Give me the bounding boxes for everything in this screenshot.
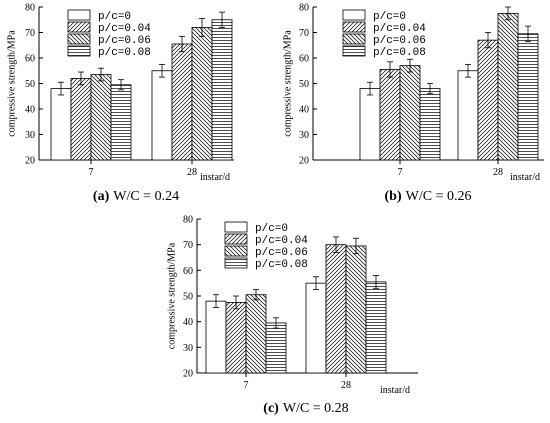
legend-label: p/c=0 — [98, 11, 131, 23]
caption-text: W/C = 0.24 — [113, 189, 179, 204]
legend-swatch-3 — [67, 33, 91, 45]
x-tick-label: 28 — [187, 167, 197, 178]
bar-7-series-3 — [399, 65, 421, 161]
bar-28-series-4 — [517, 33, 539, 161]
legend-swatch-1 — [224, 221, 248, 233]
x-tick-label: 7 — [398, 167, 403, 178]
y-tick-label: 40 — [183, 317, 193, 328]
legend-label: p/c=0.04 — [98, 23, 151, 35]
legend-swatch-2 — [342, 21, 366, 33]
legend-label: p/c=0.04 — [255, 235, 308, 247]
x-axis-label: instar/d — [200, 172, 230, 183]
bar-28-series-1 — [151, 70, 173, 161]
bar-7-series-2 — [70, 78, 92, 161]
legend-swatch-2 — [224, 233, 248, 245]
figure-caption: (a) W/C = 0.24 — [93, 189, 179, 204]
y-tick-label: 80 — [299, 3, 309, 14]
legend-label: p/c=0.08 — [98, 47, 151, 59]
legend-swatch-1 — [67, 9, 91, 21]
legend-swatch-4 — [67, 45, 91, 57]
legend-label: p/c=0.08 — [373, 47, 426, 59]
bar-28-series-3 — [191, 26, 213, 161]
bar-28-series-4 — [211, 19, 233, 161]
y-axis-label: compressive strength/MPa — [6, 30, 17, 137]
legend-swatch-4 — [224, 257, 248, 269]
legend-label: p/c=0 — [255, 223, 288, 235]
caption-label: (c) — [263, 401, 279, 416]
legend-swatch-3 — [342, 33, 366, 45]
legend-label: p/c=0.04 — [373, 23, 426, 35]
bar-28-series-4 — [365, 281, 387, 374]
y-axis-label: compressive strength/MPa — [166, 242, 177, 349]
bar-7-series-4 — [419, 88, 441, 161]
y-tick-label: 30 — [25, 130, 35, 141]
bar-7-series-1 — [50, 88, 72, 161]
bar-28-series-2 — [477, 39, 499, 161]
bar-7-series-3 — [90, 74, 112, 161]
y-tick-label: 20 — [183, 369, 193, 380]
legend-label: p/c=0 — [373, 11, 406, 23]
y-tick-label: 60 — [25, 54, 35, 65]
y-tick-label: 80 — [25, 3, 35, 14]
y-tick-label: 20 — [25, 156, 35, 167]
bar-28-series-1 — [305, 282, 327, 374]
bar-7-series-1 — [205, 300, 227, 374]
legend-label: p/c=0.08 — [255, 259, 308, 271]
bar-28-series-3 — [345, 245, 367, 374]
caption-label: (a) — [93, 189, 110, 204]
y-tick-label: 70 — [299, 28, 309, 39]
legend-swatch-4 — [342, 45, 366, 57]
y-tick-label: 60 — [299, 54, 309, 65]
bar-7-series-2 — [379, 69, 401, 161]
caption-label: (b) — [385, 189, 402, 204]
bar-7-series-3 — [245, 294, 267, 374]
bar-7-series-2 — [225, 302, 247, 374]
x-axis-label: instar/d — [510, 172, 540, 183]
y-tick-label: 50 — [299, 79, 309, 90]
y-tick-label: 20 — [299, 156, 309, 167]
bar-28-series-3 — [497, 12, 519, 161]
bar-28-series-1 — [457, 70, 479, 161]
y-tick-label: 60 — [183, 266, 193, 277]
chart-panel: 20 30 40 50 60 70 80 compressive strength/MPa 7 2… — [282, 3, 544, 204]
y-tick-label: 70 — [183, 240, 193, 251]
caption-text: W/C = 0.26 — [406, 189, 472, 204]
legend-label: p/c=0.06 — [98, 35, 151, 47]
legend-swatch-2 — [67, 21, 91, 33]
bar-7-series-4 — [110, 84, 132, 161]
legend-swatch-3 — [224, 245, 248, 257]
legend-label: p/c=0.06 — [373, 35, 426, 47]
y-tick-label: 30 — [183, 343, 193, 354]
y-tick-label: 80 — [183, 215, 193, 226]
y-axis-label: compressive strength/MPa — [282, 30, 293, 137]
y-tick-label: 50 — [25, 79, 35, 90]
caption-text: W/C = 0.28 — [283, 401, 349, 416]
y-tick-label: 40 — [299, 105, 309, 116]
x-tick-label: 28 — [341, 380, 351, 391]
y-tick-label: 40 — [25, 105, 35, 116]
y-tick-label: 70 — [25, 28, 35, 39]
x-tick-label: 28 — [493, 167, 503, 178]
bar-7-series-1 — [359, 88, 381, 161]
x-tick-label: 7 — [89, 167, 94, 178]
y-tick-label: 50 — [183, 292, 193, 303]
bar-7-series-4 — [265, 322, 287, 374]
legend-label: p/c=0.06 — [255, 247, 308, 259]
figure-caption: (b) W/C = 0.26 — [385, 189, 472, 204]
chart-panel: 20 30 40 50 60 70 80 compressive strength/MPa 7 2… — [6, 3, 234, 204]
x-tick-label: 7 — [244, 380, 249, 391]
x-axis-label: instar/d — [380, 385, 410, 396]
bar-28-series-2 — [171, 43, 193, 161]
bar-28-series-2 — [325, 244, 347, 374]
y-tick-label: 30 — [299, 130, 309, 141]
chart-panel: 20 30 40 50 60 70 80 compressive strength/MPa 7 2… — [166, 215, 418, 416]
figure-caption: (c) W/C = 0.28 — [263, 401, 348, 416]
legend-swatch-1 — [342, 9, 366, 21]
